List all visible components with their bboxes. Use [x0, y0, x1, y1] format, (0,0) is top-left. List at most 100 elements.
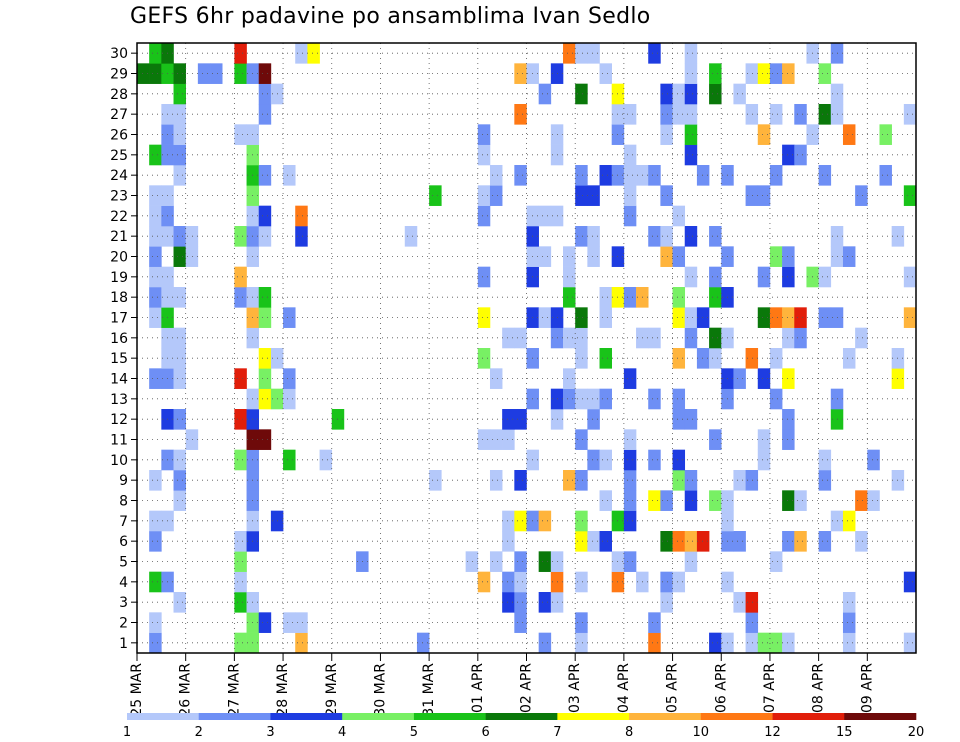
- heatmap-cell: [672, 246, 686, 267]
- heatmap-cell: [684, 531, 698, 552]
- x-tick-label: 09 APR: [859, 663, 875, 713]
- heatmap-cell: [818, 531, 832, 552]
- heatmap-cell: [769, 551, 783, 572]
- heatmap-cell: [709, 429, 722, 450]
- heatmap-cell: [173, 124, 186, 145]
- heatmap-cell: [587, 246, 600, 267]
- heatmap-cell: [623, 144, 637, 166]
- x-tick-label: 01 APR: [470, 663, 486, 713]
- heatmap-cell: [258, 348, 272, 369]
- legend-color-box: [844, 713, 917, 720]
- axes: 1234567891011121314151617181920212223242…: [110, 42, 917, 717]
- heatmap-cell: [684, 83, 698, 105]
- heatmap-cell: [258, 226, 272, 247]
- heatmap-cell: [599, 307, 612, 328]
- heatmap-cell: [903, 266, 917, 288]
- heatmap-cell: [149, 63, 162, 84]
- y-tick-label: 3: [119, 595, 128, 611]
- heatmap-cell: [185, 246, 199, 267]
- y-tick-label: 6: [119, 534, 128, 550]
- legend-label: 12: [764, 725, 781, 740]
- heatmap-cell: [477, 348, 491, 369]
- heatmap-cell: [429, 185, 442, 206]
- heatmap-cell: [234, 592, 247, 613]
- heatmap-cell: [477, 144, 491, 166]
- heatmap-cell: [149, 43, 162, 64]
- heatmap-cell: [660, 124, 673, 145]
- x-tick-label: 08 APR: [811, 663, 827, 713]
- heatmap-cell: [575, 531, 588, 552]
- heatmap-cell: [575, 43, 588, 64]
- heatmap-cell: [575, 632, 588, 654]
- heatmap-cell: [782, 327, 795, 349]
- heatmap-cell: [769, 632, 783, 654]
- heatmap-cell: [149, 612, 162, 633]
- heatmap-cell: [684, 43, 698, 64]
- heatmap-cell: [234, 409, 247, 430]
- heatmap-cell: [234, 449, 247, 471]
- heatmap-cell: [149, 246, 162, 267]
- heatmap-cell: [696, 307, 710, 328]
- heatmap-cell: [575, 185, 588, 206]
- heatmap-cell: [575, 165, 588, 186]
- heatmap-cell: [745, 612, 759, 633]
- legend-color-box: [342, 713, 415, 720]
- heatmap-cell: [782, 144, 795, 166]
- heatmap-cell: [709, 226, 722, 247]
- heatmap-cell: [234, 287, 247, 308]
- heatmap-cell: [660, 571, 673, 593]
- heatmap-cell: [173, 449, 186, 471]
- heatmap-cell: [684, 226, 698, 247]
- heatmap-cell: [672, 571, 686, 593]
- heatmap-cell: [258, 104, 272, 125]
- heatmap-cell: [489, 368, 503, 389]
- heatmap-cell: [173, 104, 186, 125]
- heatmap-cell: [234, 368, 247, 389]
- heatmap-cell: [185, 429, 199, 450]
- heatmap-cell: [149, 307, 162, 328]
- heatmap-cell: [514, 409, 527, 430]
- heatmap-cell: [903, 104, 917, 125]
- y-tick-label: 13: [110, 392, 128, 408]
- heatmap-cell: [514, 551, 527, 572]
- heatmap-cell: [283, 368, 296, 389]
- heatmap-cell: [587, 409, 600, 430]
- heatmap-cell: [757, 307, 771, 328]
- legend-color-box: [557, 713, 630, 720]
- heatmap-cell: [502, 571, 515, 593]
- heatmap-cell: [903, 571, 917, 593]
- x-tick-label: 26 MAR: [178, 663, 194, 717]
- heatmap-cell: [477, 266, 491, 288]
- heatmap-cell: [818, 266, 832, 288]
- heatmap-cell: [818, 63, 832, 84]
- heatmap-cell: [283, 612, 296, 633]
- x-tick-label: 30 MAR: [372, 663, 388, 717]
- heatmap-cell: [587, 43, 600, 64]
- heatmap-cell: [648, 327, 661, 349]
- y-tick-label: 25: [110, 148, 128, 164]
- heatmap-cell: [745, 348, 759, 369]
- y-tick-label: 28: [110, 87, 128, 103]
- x-tick-label: 28 MAR: [275, 663, 291, 717]
- heatmap-cell: [502, 409, 515, 430]
- heatmap-cell: [514, 612, 527, 633]
- heatmap-cell: [234, 124, 247, 145]
- heatmap-cell: [477, 124, 491, 145]
- heatmap-cell: [599, 287, 612, 308]
- heatmap-cell: [709, 287, 722, 308]
- heatmap-cell: [818, 449, 832, 471]
- heatmap-cell: [757, 266, 771, 288]
- legend-color-box: [629, 713, 702, 720]
- heatmap-cell: [599, 490, 612, 511]
- heatmap-cell: [623, 368, 637, 389]
- x-tick-label: 03 APR: [567, 663, 583, 713]
- heatmap-cell: [684, 327, 698, 349]
- heatmap-cell: [538, 510, 552, 532]
- heatmap-cell: [684, 490, 698, 511]
- y-tick-label: 23: [110, 189, 128, 205]
- heatmap-cell: [587, 449, 600, 471]
- heatmap-cell: [842, 612, 856, 633]
- heatmap-cell: [782, 63, 795, 84]
- heatmap-cell: [842, 124, 856, 145]
- heatmap-cell: [842, 348, 856, 369]
